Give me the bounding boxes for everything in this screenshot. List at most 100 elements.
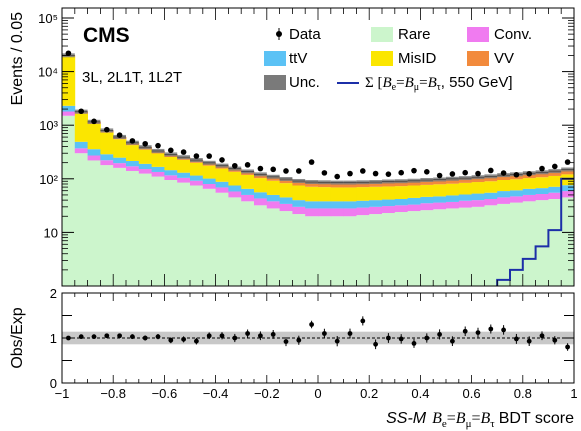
bar-misid-27: [407, 185, 421, 198]
ratio-marker-30: [450, 338, 455, 344]
bar-ttv-12: [215, 181, 229, 188]
bar-conv-14: [241, 194, 255, 202]
bar-rare-9: [177, 182, 191, 286]
legend-ttv-label: ttV: [289, 50, 307, 67]
bar-conv-11: [202, 183, 216, 189]
data-marker-18: [296, 168, 302, 174]
cms-label: CMS: [83, 24, 130, 47]
ratio-marker-31: [462, 328, 468, 334]
ratio-point-19: [309, 320, 314, 329]
bar-conv-35: [510, 196, 524, 203]
ratio-point-33: [488, 324, 494, 334]
data-point-27: [411, 167, 417, 174]
bar-ttv-35: [510, 190, 524, 197]
data-point-11: [206, 153, 212, 159]
ratio-x-axis: −1 −0.8 −0.6 −0.4 −0.2 0 0.2 0.4 0.6 0.8 1: [55, 293, 578, 401]
bar-rare-2: [87, 160, 101, 286]
legend-signal-label: Σ [Be=Bμ=Bτ, 550 GeV]: [365, 74, 513, 93]
ratio-marker-4: [117, 333, 122, 339]
data-marker-21: [334, 173, 341, 180]
bar-conv-13: [228, 191, 242, 198]
ratio-marker-33: [488, 326, 494, 332]
upper-x-ticks: [61, 8, 575, 286]
ytick-label-4: 10⁵: [38, 11, 58, 26]
bar-rare-23: [356, 215, 370, 286]
data-point-6: [142, 140, 148, 147]
legend-item-unc: Unc.: [264, 74, 320, 91]
xtick-label-0: −1: [55, 386, 70, 401]
bar-rare-17: [279, 211, 293, 286]
bar-misid-18: [292, 185, 306, 201]
ratio-point-36: [526, 336, 532, 346]
bar-misid-33: [484, 181, 498, 193]
bar-misid-26: [394, 186, 408, 199]
bar-rare-31: [458, 207, 472, 286]
bar-misid-19: [305, 186, 319, 202]
bar-conv-23: [356, 207, 370, 216]
bar-conv-17: [279, 203, 293, 212]
data-marker-37: [539, 165, 545, 172]
data-marker-0: [65, 50, 72, 57]
data-point-9: [180, 149, 187, 155]
bar-conv-4: [113, 163, 127, 168]
bar-conv-29: [433, 202, 447, 210]
data-marker-19: [308, 159, 315, 165]
data-marker-4: [116, 132, 123, 138]
bar-misid-25: [382, 186, 396, 200]
ratio-point-22: [347, 328, 353, 339]
bar-ttv-19: [305, 201, 319, 209]
ratio-marker-18: [296, 337, 302, 343]
data-point-15: [257, 165, 264, 172]
bar-ttv-23: [356, 200, 370, 208]
bar-rare-29: [433, 209, 447, 286]
bar-misid-20: [318, 187, 332, 202]
ratio-point-9: [181, 336, 187, 343]
data-marker-6: [142, 140, 148, 147]
bar-ttv-25: [382, 199, 396, 207]
signal-line: [496, 177, 574, 286]
data-point-29: [436, 172, 443, 179]
ratio-point-29: [437, 329, 442, 340]
bar-conv-10: [190, 180, 204, 186]
legend-item-vv: VV: [467, 50, 514, 67]
bar-vv-20: [318, 182, 332, 188]
ratio-marker-6: [142, 335, 148, 341]
xtick-label-9: 0.8: [514, 386, 532, 401]
data-marker-16: [270, 166, 277, 173]
bar-misid-37: [535, 177, 549, 189]
ratio-point-7: [155, 334, 161, 340]
bar-rare-12: [215, 192, 229, 286]
bar-ttv-15: [254, 192, 268, 199]
ratio-ytick-label-2: 1: [50, 331, 57, 346]
bar-ttv-26: [394, 198, 408, 206]
bar-ttv-10: [190, 175, 204, 181]
bar-misid-31: [458, 182, 472, 195]
xtick-label-2: −0.6: [152, 386, 178, 401]
data-marker-17: [283, 168, 289, 174]
data-marker-8: [168, 147, 174, 154]
data-point-22: [347, 170, 353, 177]
legend-conv-label: Conv.: [494, 26, 532, 43]
bar-rare-35: [510, 202, 524, 286]
bar-rare-34: [497, 203, 511, 286]
data-point-12: [219, 157, 225, 163]
data-point-36: [526, 170, 532, 177]
bar-vv-18: [292, 181, 306, 186]
ratio-marker-15: [258, 333, 263, 339]
ratio-point-4: [117, 333, 122, 339]
bar-rare-6: [138, 173, 152, 286]
ratio-point-23: [360, 316, 366, 326]
data-point-28: [424, 169, 430, 175]
data-point-39: [564, 159, 571, 165]
data-point-31: [462, 169, 469, 176]
ratio-marker-22: [347, 331, 353, 336]
data-point-37: [539, 165, 545, 172]
bar-ttv-13: [228, 185, 242, 192]
bar-ttv-38: [548, 186, 562, 193]
ratio-marker-24: [373, 341, 378, 347]
data-point-20: [321, 170, 328, 176]
ytick-label-1: 10²: [39, 172, 58, 187]
ratio-marker-38: [552, 337, 558, 343]
data-marker-33: [488, 167, 494, 174]
